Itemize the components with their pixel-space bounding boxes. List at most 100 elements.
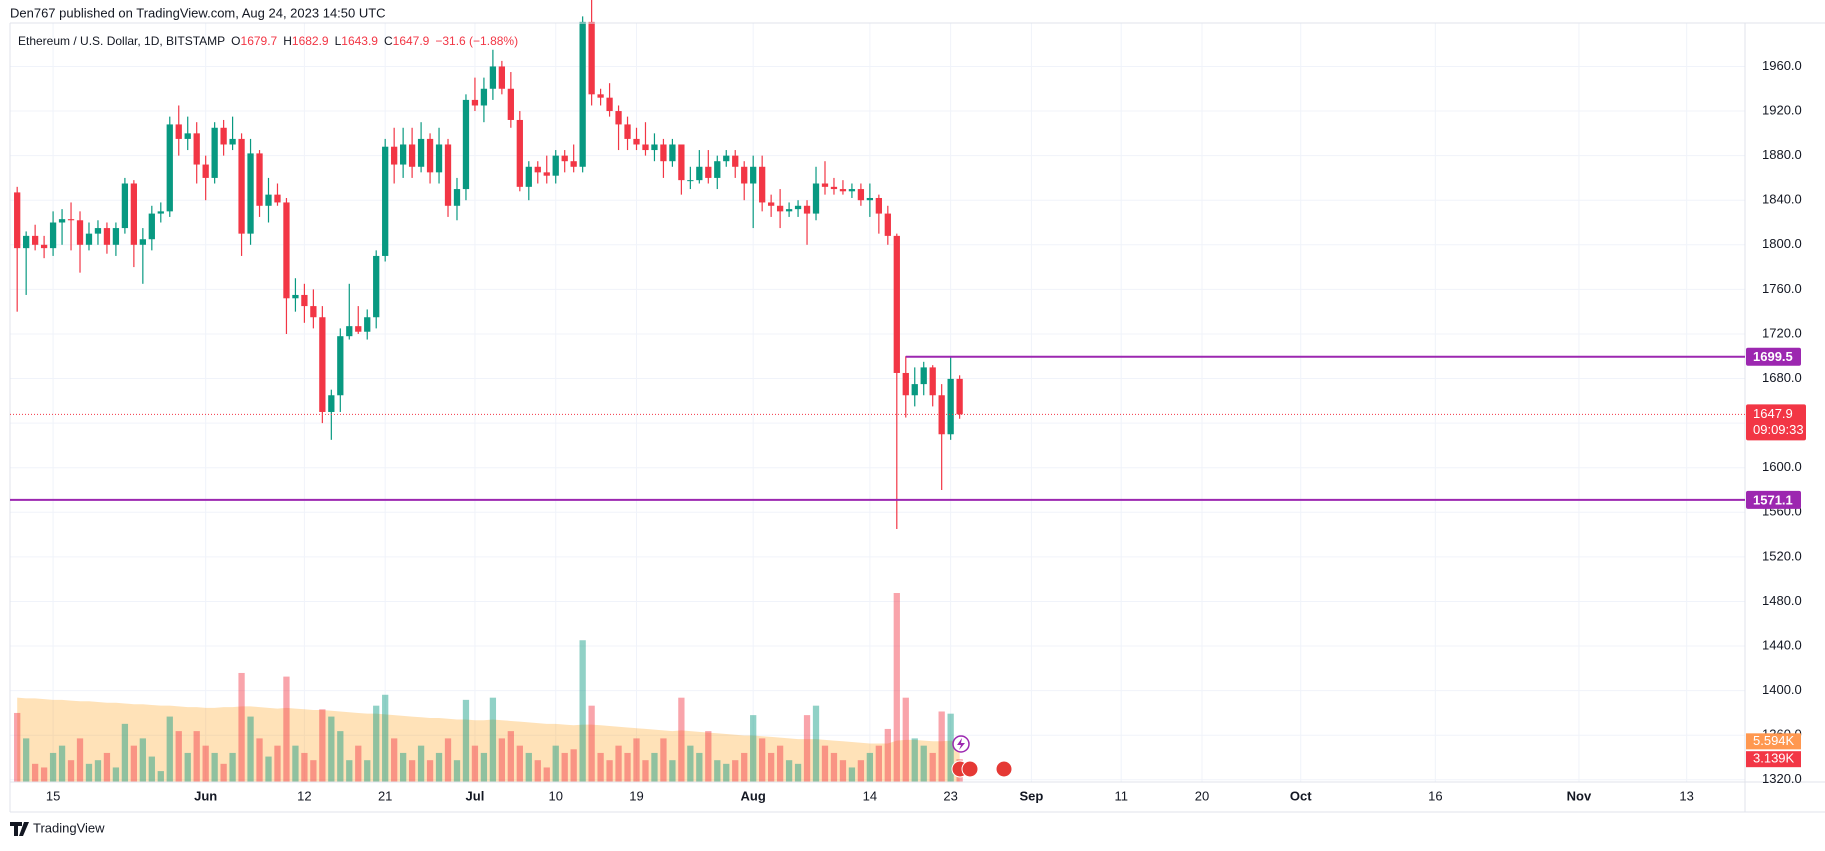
candle-body xyxy=(732,155,739,167)
volume-bar xyxy=(175,731,182,782)
candle-body xyxy=(893,235,900,373)
volume-bar xyxy=(408,760,416,782)
logo xyxy=(10,822,29,836)
volume-bar xyxy=(94,760,102,782)
volume-bar xyxy=(794,763,802,782)
volume-bar xyxy=(543,767,550,782)
x-tick-label: Jul xyxy=(466,788,485,803)
event-icon xyxy=(957,738,965,750)
candle-body xyxy=(247,153,254,234)
plot-area xyxy=(10,0,1745,782)
volume-bar xyxy=(130,745,138,782)
volume-bar xyxy=(40,767,48,782)
candle-body xyxy=(85,233,93,245)
volume-bar xyxy=(346,760,353,782)
x-tick-label: Aug xyxy=(741,788,766,803)
volume-bar xyxy=(471,745,479,782)
level-label: 1699.5 xyxy=(1753,349,1793,364)
y-tick-label: 1880.0 xyxy=(1762,147,1802,162)
candle-body xyxy=(148,213,155,240)
x-tick-label: Sep xyxy=(1020,788,1044,803)
volume-bar xyxy=(857,760,865,782)
candle-body xyxy=(373,255,380,318)
x-tick-label: 15 xyxy=(46,788,60,803)
candle-body xyxy=(103,228,111,245)
candle-body xyxy=(94,228,102,234)
volume-bar xyxy=(579,640,586,782)
candle-body xyxy=(570,161,577,167)
candle-body xyxy=(615,111,622,125)
volume-bar xyxy=(534,760,541,782)
volume-bar xyxy=(669,760,676,782)
y-tick-label: 1800.0 xyxy=(1762,236,1802,251)
change: −31.6 (−1.88%) xyxy=(435,34,518,48)
x-tick-label: 16 xyxy=(1428,788,1442,803)
volume-bar xyxy=(848,767,856,782)
candle-body xyxy=(561,155,568,162)
candle-body xyxy=(184,133,191,139)
candle-body xyxy=(714,161,721,178)
candle-body xyxy=(130,183,138,245)
ohlc-value: 1682.9 xyxy=(292,34,329,48)
volume-bar xyxy=(947,713,954,782)
candle-body xyxy=(839,189,847,192)
volume-ma-area xyxy=(17,697,960,782)
y-tick-label: 1400.0 xyxy=(1762,682,1802,697)
candle-body xyxy=(534,166,541,173)
candle-body xyxy=(597,94,604,98)
volume-ma-label: 5.594K xyxy=(1753,733,1795,748)
ohlc-value: 1643.9 xyxy=(341,34,378,48)
x-tick-label: 21 xyxy=(378,788,392,803)
volume-bar xyxy=(561,752,568,782)
candle-body xyxy=(355,326,362,332)
volume-bar xyxy=(615,745,622,782)
candle-body xyxy=(741,166,748,184)
volume-bar xyxy=(310,760,317,782)
volume-bar xyxy=(229,752,236,782)
candle-body xyxy=(696,166,703,181)
candle-body xyxy=(875,197,882,214)
volume-bar xyxy=(58,745,66,782)
candle-body xyxy=(211,127,218,178)
volume-bar xyxy=(785,760,793,782)
event-icon xyxy=(961,760,979,778)
candle-body xyxy=(121,183,129,229)
candle-body xyxy=(14,192,21,249)
volume-bar xyxy=(929,752,936,782)
volume-bar xyxy=(893,593,900,782)
level-label-box xyxy=(1746,490,1801,509)
candle-body xyxy=(785,209,793,212)
volume-bar xyxy=(875,745,882,782)
volume-bar xyxy=(624,752,631,782)
volume-bar xyxy=(462,699,470,782)
ohlc-key: L xyxy=(335,34,342,48)
volume-bar xyxy=(211,752,218,782)
candle-body xyxy=(705,166,712,178)
volume-bar xyxy=(247,716,254,782)
volume-bar xyxy=(382,694,389,782)
candle-body xyxy=(202,164,209,178)
candle-body xyxy=(642,144,649,151)
y-tick-label: 1600.0 xyxy=(1762,459,1802,474)
volume-bar xyxy=(516,745,523,782)
volume-bar xyxy=(202,745,209,782)
x-tick-label: Oct xyxy=(1290,788,1312,803)
volume-bar xyxy=(121,723,129,782)
volume-bar xyxy=(498,738,506,782)
y-tick-label: 1960.0 xyxy=(1762,58,1802,73)
candle-body xyxy=(866,197,874,201)
volume-ma-label-box xyxy=(1746,733,1801,750)
volume-bar xyxy=(830,752,838,782)
candle-body xyxy=(23,235,30,249)
volume-bar xyxy=(678,697,685,782)
candle-body xyxy=(40,244,48,249)
volume-bar xyxy=(920,745,927,782)
volume-bar xyxy=(866,752,874,782)
candle-body xyxy=(382,146,389,256)
x-tick-label: 10 xyxy=(548,788,562,803)
x-tick-label: 14 xyxy=(863,788,877,803)
volume-bar xyxy=(274,745,281,782)
volume-bar xyxy=(938,711,945,782)
volume-bar xyxy=(723,763,730,782)
candle-body xyxy=(929,367,936,396)
